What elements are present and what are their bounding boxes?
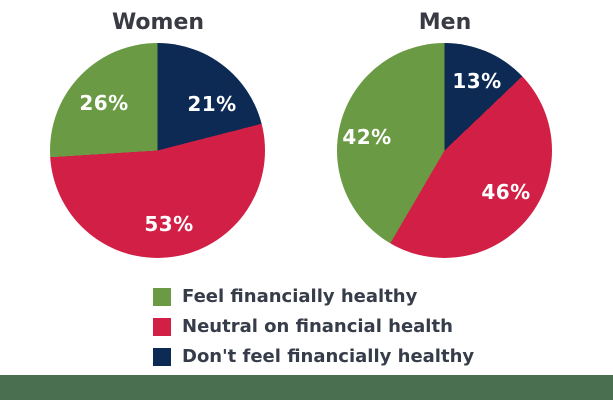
legend-label: Don't feel financially healthy — [182, 346, 475, 367]
footer-accent-bar — [0, 375, 613, 400]
red-swatch-icon — [153, 317, 171, 336]
men-chart-title: Men — [418, 10, 472, 35]
women-chart-title: Women — [111, 10, 205, 35]
legend-item-feel-healthy: Feel financially healthy — [153, 287, 474, 306]
men-dont-feel-healthy-slice-label: 13% — [452, 69, 502, 93]
legend-item-dont-feel-healthy: Don't feel financially healthy — [153, 347, 474, 366]
green-swatch-icon — [153, 287, 171, 306]
women-neutral-slice-label: 53% — [144, 212, 194, 236]
legend: Feel financially healthy Neutral on fina… — [153, 287, 474, 377]
women-feel-healthy-slice-label: 26% — [79, 91, 129, 115]
women-dont-feel-healthy-slice-label: 21% — [187, 92, 237, 116]
men-feel-healthy-slice-label: 42% — [342, 125, 392, 149]
legend-label: Feel financially healthy — [182, 286, 418, 307]
women-pie-chart — [50, 43, 265, 258]
men-neutral-slice-label: 46% — [481, 180, 531, 204]
legend-label: Neutral on financial health — [182, 316, 453, 337]
men-pie-chart — [337, 43, 552, 258]
legend-item-neutral: Neutral on financial health — [153, 317, 474, 336]
navy-swatch-icon — [153, 347, 171, 366]
